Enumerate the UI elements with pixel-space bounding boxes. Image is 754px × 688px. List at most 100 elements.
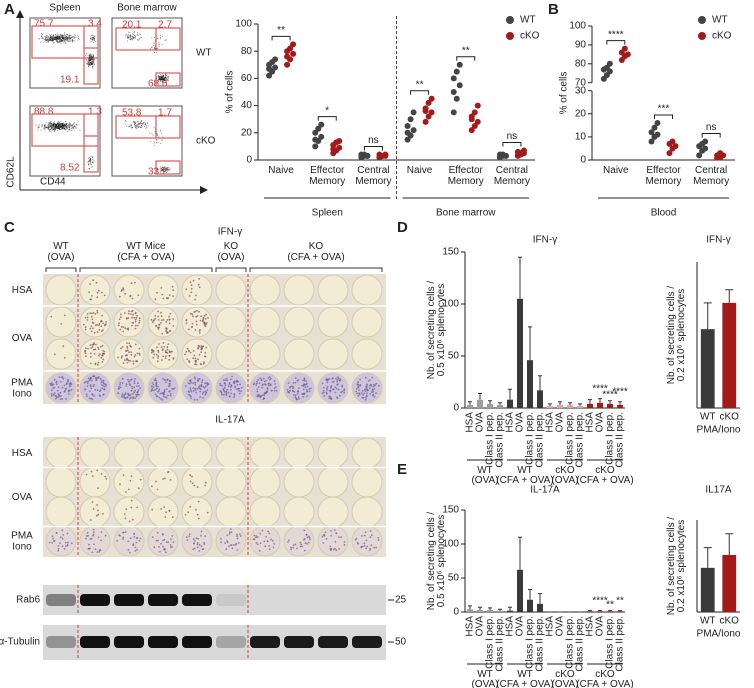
x-tick-label: Class II pep. <box>535 412 546 468</box>
flow-event <box>61 128 63 130</box>
bar <box>700 567 715 612</box>
flow-event <box>92 59 94 61</box>
flow-event <box>92 38 94 39</box>
data-point <box>456 82 463 89</box>
spot <box>136 537 139 540</box>
blot-band <box>148 594 178 606</box>
flow-event <box>47 128 49 129</box>
spot <box>153 353 156 356</box>
spot <box>305 380 308 383</box>
spot <box>261 394 264 396</box>
spot <box>303 537 306 540</box>
y-tick-label: 50 <box>448 573 460 584</box>
spot <box>125 491 127 493</box>
well <box>249 496 281 528</box>
spot <box>337 388 340 391</box>
flow-event <box>41 125 43 127</box>
flow-event <box>62 123 63 125</box>
flow-event <box>63 39 65 41</box>
flow-event <box>52 127 54 129</box>
flow-event <box>60 37 62 38</box>
spot <box>95 379 98 381</box>
flow-event <box>154 45 156 47</box>
spot <box>130 378 133 381</box>
flow-event <box>49 129 50 131</box>
spot <box>363 392 366 395</box>
well <box>215 338 247 370</box>
legend-label: cKO <box>520 31 540 42</box>
legend-marker <box>698 16 706 24</box>
data-point <box>654 131 661 138</box>
flow-event <box>52 37 54 39</box>
column-bracket <box>249 267 383 272</box>
spot <box>273 387 276 389</box>
spot <box>327 378 329 381</box>
spot <box>237 542 240 544</box>
spot <box>91 551 94 554</box>
flow-event <box>52 42 54 44</box>
flow-event <box>61 35 63 36</box>
spot <box>88 291 90 293</box>
spot <box>203 541 205 544</box>
spot <box>321 535 324 538</box>
spot <box>151 536 154 538</box>
spot <box>133 533 136 535</box>
flow-event <box>51 126 53 128</box>
spot <box>224 384 227 387</box>
spot <box>53 353 56 356</box>
flow-event <box>86 59 88 61</box>
flow-event <box>130 35 132 37</box>
spot <box>273 380 276 382</box>
spot <box>95 343 97 346</box>
significance: **** <box>592 595 608 606</box>
significance: **** <box>602 389 618 400</box>
flow-event <box>155 48 156 50</box>
data-point <box>450 89 457 95</box>
spot <box>268 545 270 547</box>
flow-event <box>158 79 159 81</box>
bar <box>517 298 523 408</box>
spot <box>166 331 169 333</box>
spot <box>287 382 290 384</box>
spot <box>91 295 93 297</box>
flow-event <box>129 32 131 34</box>
flow-event <box>50 126 52 128</box>
flow-event <box>92 66 93 68</box>
spot <box>156 291 158 294</box>
spot <box>89 538 92 540</box>
flow-event <box>65 128 67 130</box>
spot <box>65 545 67 547</box>
spot <box>152 351 155 353</box>
flow-event <box>71 39 73 40</box>
well <box>283 306 315 338</box>
flow-event <box>61 126 63 128</box>
flow-event <box>163 167 165 168</box>
flow-event <box>77 38 79 39</box>
data-point <box>284 61 291 68</box>
flow-event <box>49 122 51 124</box>
flow-event <box>72 124 74 126</box>
spot <box>172 357 175 359</box>
spot <box>185 322 188 325</box>
spot <box>268 376 271 378</box>
spot <box>362 396 365 399</box>
spot <box>129 394 132 396</box>
spot <box>195 391 198 394</box>
flow-event <box>57 122 58 124</box>
spot <box>373 388 376 390</box>
flow-event <box>51 39 53 40</box>
flow-event <box>167 77 169 79</box>
flow-event <box>71 127 73 129</box>
spot <box>101 291 103 294</box>
spot <box>91 475 94 477</box>
flow-event <box>46 127 48 129</box>
spot <box>238 389 240 392</box>
spot <box>220 391 223 393</box>
spot <box>126 342 128 344</box>
spot <box>124 359 126 362</box>
flow-event <box>55 37 57 39</box>
spot <box>92 312 95 314</box>
flow-event <box>60 33 62 35</box>
flow-event <box>149 132 151 134</box>
flow-event <box>160 76 162 78</box>
